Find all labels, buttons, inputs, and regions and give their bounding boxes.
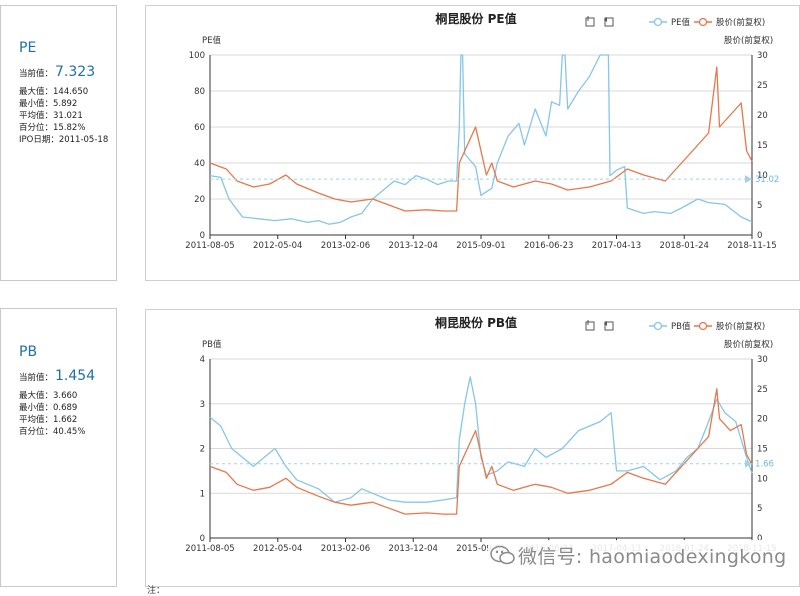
pe-x-tick-label: 2018-11-15 <box>727 241 776 251</box>
pe-left-tick-label: 0 <box>200 231 205 241</box>
pe-legend-item-price[interactable]: 股价(前复权) <box>694 17 765 28</box>
pe-legend-metric-label: PE值 <box>671 17 690 28</box>
pb-chart-title: 桐昆股份 PB值 <box>435 315 517 330</box>
pe-right-tick-label: 15 <box>757 141 768 151</box>
pe-left-tick-label: 60 <box>194 123 205 133</box>
pe-x-tick-label: 2012-05-04 <box>253 241 302 251</box>
pb-current-label: 当前值： <box>19 373 54 383</box>
watermark-text: 微信号: haomiaodexingkong <box>518 545 787 568</box>
pb-legend-item-price[interactable]: 股价(前复权) <box>694 321 765 332</box>
pe-left-tick-label: 20 <box>194 195 205 205</box>
pb-x-tick-label: 2013-12-04 <box>389 544 438 554</box>
pe-x-tick-label: 2016-06-23 <box>524 241 573 251</box>
pe-stat-min: 最小值：5.892 <box>19 99 78 109</box>
zoom-back-icon[interactable] <box>604 321 614 331</box>
pb-legend-item-metric[interactable]: PB值 <box>649 321 691 332</box>
pb-plot-area: 0 1 2 3 4 0 5 10 15 20 25 30 2011-08-05 2012-05-04 201… <box>185 355 776 554</box>
pe-left-tick-label: 100 <box>189 51 205 61</box>
pe-x-tick-label: 2013-02-06 <box>321 241 370 251</box>
pb-average-label: 1.66 <box>755 460 774 470</box>
pe-stat-max: 最大值：144.650 <box>19 87 89 97</box>
pb-right-axis-label: 股价(前复权) <box>724 339 773 350</box>
pb-x-tick-label: 2012-05-04 <box>253 544 302 554</box>
pe-right-tick-label: 20 <box>757 111 768 121</box>
pe-average-arrow-icon <box>745 175 752 184</box>
pb-left-axis-label: PB值 <box>202 339 222 350</box>
pb-x-tick-label: 2011-08-05 <box>185 544 234 554</box>
pe-x-tick-label: 2015-09-01 <box>456 241 505 251</box>
pe-plot-area: 0 20 40 60 80 100 0 5 10 15 20 25 30 2011-08-05 2012-0… <box>185 51 779 251</box>
pb-chart: 桐昆股份 PB值 PB值 股价(前复权) PB值 股价(前复权) 0 1 2 3 4 0 5… <box>185 315 776 554</box>
pe-x-tick-label: 2011-08-05 <box>185 241 234 251</box>
restore-icon[interactable] <box>585 16 595 27</box>
pe-stat-avg: 平均值：31.021 <box>19 111 83 121</box>
pb-right-tick-label: 0 <box>757 534 762 544</box>
pb-label: PB <box>19 344 38 360</box>
pe-current: 当前值： 7.323 <box>19 64 95 80</box>
watermark: 微信号: haomiaodexingkong <box>488 540 788 570</box>
pb-legend: PB值 股价(前复权) <box>649 321 765 332</box>
pe-price-series-line <box>209 66 753 212</box>
footnote: 注： <box>147 586 166 596</box>
pe-label: PE <box>19 40 37 56</box>
pb-left-tick-label: 4 <box>200 355 205 365</box>
pe-right-tick-label: 25 <box>757 81 768 91</box>
pb-summary-panel: PB 当前值： 1.454 最大值：3.660 最小值：0.689 平均值：1.6… <box>0 308 117 587</box>
pe-right-tick-label: 10 <box>757 171 768 181</box>
pb-stat-percentile: 百分位：40.45% <box>19 427 86 437</box>
pb-right-tick-label: 25 <box>757 385 768 395</box>
pb-right-tick-label: 10 <box>757 474 768 484</box>
pe-metric-series-line <box>209 54 753 225</box>
pb-x-tick-label: 2013-02-06 <box>321 544 370 554</box>
pb-left-tick-label: 1 <box>200 489 205 499</box>
pe-legend-price-label: 股价(前复权) <box>716 17 765 28</box>
pe-chart-title: 桐昆股份 PE值 <box>435 11 516 26</box>
pe-stat-ipo-date: IPO日期：2011-05-18 <box>19 135 109 145</box>
pb-current: 当前值： 1.454 <box>19 368 95 384</box>
pe-right-tick-label: 5 <box>757 201 762 211</box>
pb-stat-avg: 平均值：1.662 <box>19 415 78 425</box>
pb-right-tick-label: 5 <box>757 504 762 514</box>
pe-left-tick-label: 80 <box>194 87 205 97</box>
zoom-back-icon[interactable] <box>604 17 614 27</box>
pe-x-tick-label: 2017-04-13 <box>592 241 641 251</box>
wechat-icon <box>490 545 515 565</box>
pb-x-tick-label: 2015-09-01 <box>456 544 505 554</box>
pe-summary-panel: PE 当前值： 7.323 最大值：144.650 最小值：5.892 平均值：3… <box>0 5 117 281</box>
pe-left-axis-label: PE值 <box>202 35 221 46</box>
pe-stat-percentile: 百分位：15.82% <box>19 123 86 133</box>
pb-price-series-line <box>209 388 753 515</box>
pe-right-tick-label: 30 <box>757 51 768 61</box>
pb-stat-min: 最小值：0.689 <box>19 403 78 413</box>
pe-x-tick-label: 2018-01-24 <box>660 241 709 251</box>
pb-right-tick-label: 15 <box>757 445 768 455</box>
pb-right-tick-label: 20 <box>757 415 768 425</box>
pb-average-arrow-icon <box>745 459 752 468</box>
pb-left-tick-label: 0 <box>200 534 205 544</box>
pb-legend-price-label: 股价(前复权) <box>716 321 765 332</box>
pb-right-tick-label: 30 <box>757 355 768 365</box>
pb-left-tick-label: 2 <box>200 445 205 455</box>
pb-stat-max: 最大值：3.660 <box>19 391 78 401</box>
pb-left-tick-label: 3 <box>200 400 205 410</box>
pe-chart: 桐昆股份 PE值 PE值 股价(前复权) PE值 股价(前复权) 0 20 40 60… <box>185 11 779 251</box>
pe-right-axis-label: 股价(前复权) <box>724 35 773 46</box>
pe-current-label: 当前值： <box>19 69 54 79</box>
pe-legend: PE值 股价(前复权) <box>649 17 765 28</box>
pe-chart-panel: 桐昆股份 PE值 PE值 股价(前复权) PE值 股价(前复权) 0 20 40 60… <box>145 5 800 281</box>
pe-current-value: 7.323 <box>55 64 96 80</box>
pb-current-value: 1.454 <box>55 368 96 384</box>
pe-left-tick-label: 40 <box>194 159 205 169</box>
restore-icon[interactable] <box>585 320 595 331</box>
pe-right-tick-label: 0 <box>757 231 762 241</box>
pb-legend-metric-label: PB值 <box>671 321 691 332</box>
pe-legend-item-metric[interactable]: PE值 <box>649 17 690 28</box>
pe-x-tick-label: 2013-12-04 <box>389 241 438 251</box>
pe-average-label: 31.02 <box>755 175 779 185</box>
